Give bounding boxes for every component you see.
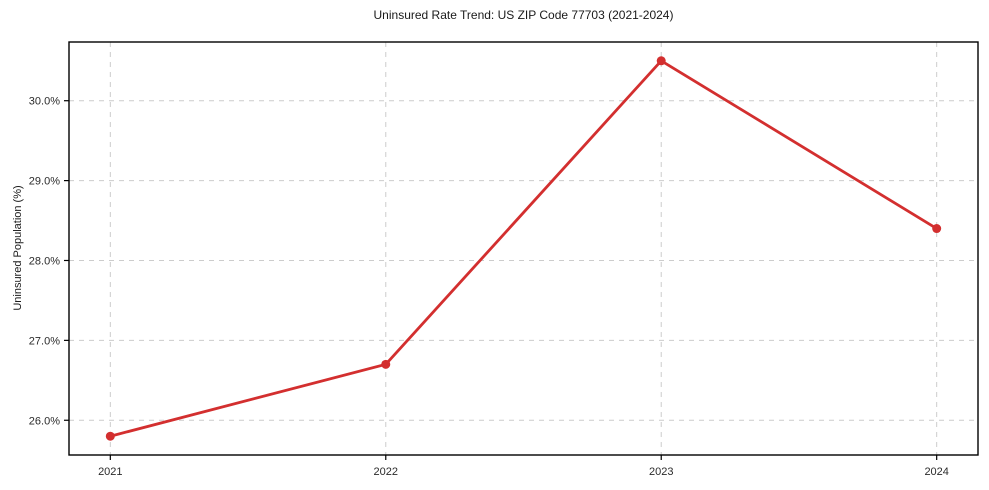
y-tick-label: 28.0% <box>29 255 60 267</box>
x-tick-label: 2024 <box>924 466 948 478</box>
data-point-marker <box>656 56 666 66</box>
plot-border <box>68 41 979 456</box>
y-axis-label: Uninsured Population (%) <box>12 185 24 311</box>
chart-title: Uninsured Rate Trend: US ZIP Code 77703 … <box>373 8 674 22</box>
data-point-marker <box>381 359 391 369</box>
data-point-marker <box>932 224 942 234</box>
data-point-marker <box>105 431 115 441</box>
x-tick-label: 2023 <box>649 466 673 478</box>
x-tick-label: 2022 <box>374 466 398 478</box>
trend-line <box>108 59 939 438</box>
x-tick-label: 2021 <box>98 466 122 478</box>
y-tick-label: 27.0% <box>29 335 60 347</box>
y-tick-label: 30.0% <box>29 96 60 108</box>
y-tick-label: 26.0% <box>29 415 60 427</box>
y-tick-label: 29.0% <box>29 176 60 188</box>
